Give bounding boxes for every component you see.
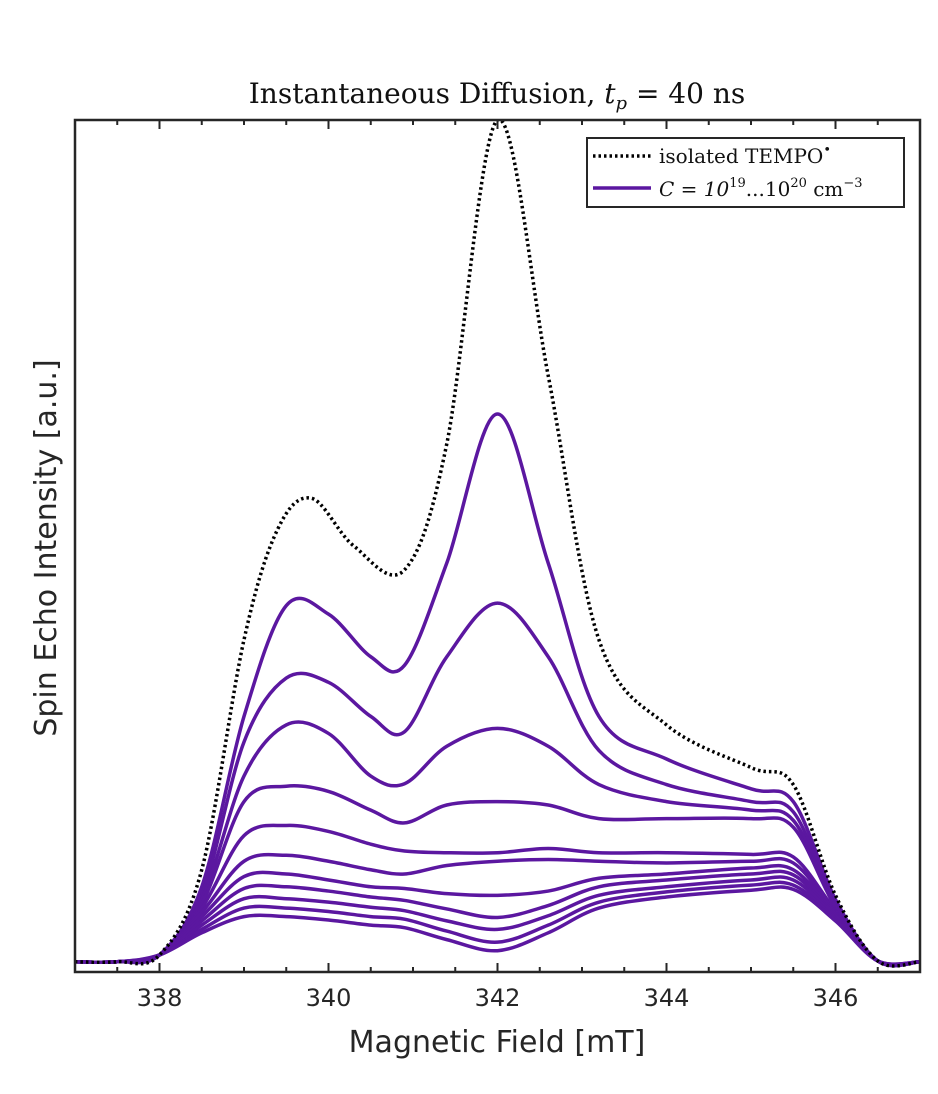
x-tick-label: 346	[813, 984, 859, 1012]
ticks-layer: 338 340 342 344 346	[74, 120, 921, 1012]
series-line-concentration-8	[75, 869, 920, 967]
legend-c-part1: 19	[729, 176, 746, 191]
legend-c-part2: ...10	[746, 177, 791, 201]
x-tick-label: 340	[306, 984, 352, 1012]
series-line-concentration-6	[75, 852, 920, 967]
legend: isolated TEMPO• C = 1019...1020 cm−3	[586, 137, 905, 208]
chart-title-prefix: Instantaneous Diffusion,	[249, 77, 605, 110]
chart-title: Instantaneous Diffusion, tp = 40 ns	[249, 77, 746, 114]
series-line-concentration-3	[75, 720, 920, 968]
legend-label-isolated: isolated TEMPO•	[659, 143, 831, 168]
legend-c-part5: −3	[843, 176, 862, 191]
series-line-concentration-11	[75, 885, 920, 966]
series-line-concentration-2	[75, 601, 920, 968]
legend-c-part4: cm	[807, 177, 844, 201]
legend-c-part0: C = 10	[659, 177, 730, 201]
x-tick-label: 344	[644, 984, 690, 1012]
x-axis-label: Magnetic Field [mT]	[349, 1025, 646, 1060]
series-line-concentration-7	[75, 863, 920, 967]
x-tick-label: 342	[475, 984, 521, 1012]
chart-title-suffix: = 40 ns	[627, 77, 745, 110]
series-line-isolated-tempo	[75, 120, 920, 968]
series-line-concentration-4	[75, 784, 920, 967]
series-line-concentration-5	[75, 823, 920, 967]
legend-box	[586, 137, 905, 208]
chart-title-sub: p	[616, 93, 628, 114]
plot-frame	[73, 118, 922, 974]
y-axis-label: Spin Echo Intensity [a.u.]	[29, 359, 64, 736]
series-line-concentration-10	[75, 880, 920, 967]
chart-title-var: t	[604, 77, 616, 110]
series-line-concentration-1	[75, 412, 920, 968]
legend-label-isolated-sup: •	[823, 143, 831, 158]
series-line-concentration-9	[75, 875, 920, 967]
legend-c-part3: 20	[790, 176, 807, 191]
series-layer	[75, 120, 920, 968]
legend-label-isolated-text: isolated TEMPO	[659, 144, 823, 168]
x-tick-label: 338	[137, 984, 183, 1012]
legend-label-concentration: C = 1019...1020 cm−3	[659, 176, 863, 201]
